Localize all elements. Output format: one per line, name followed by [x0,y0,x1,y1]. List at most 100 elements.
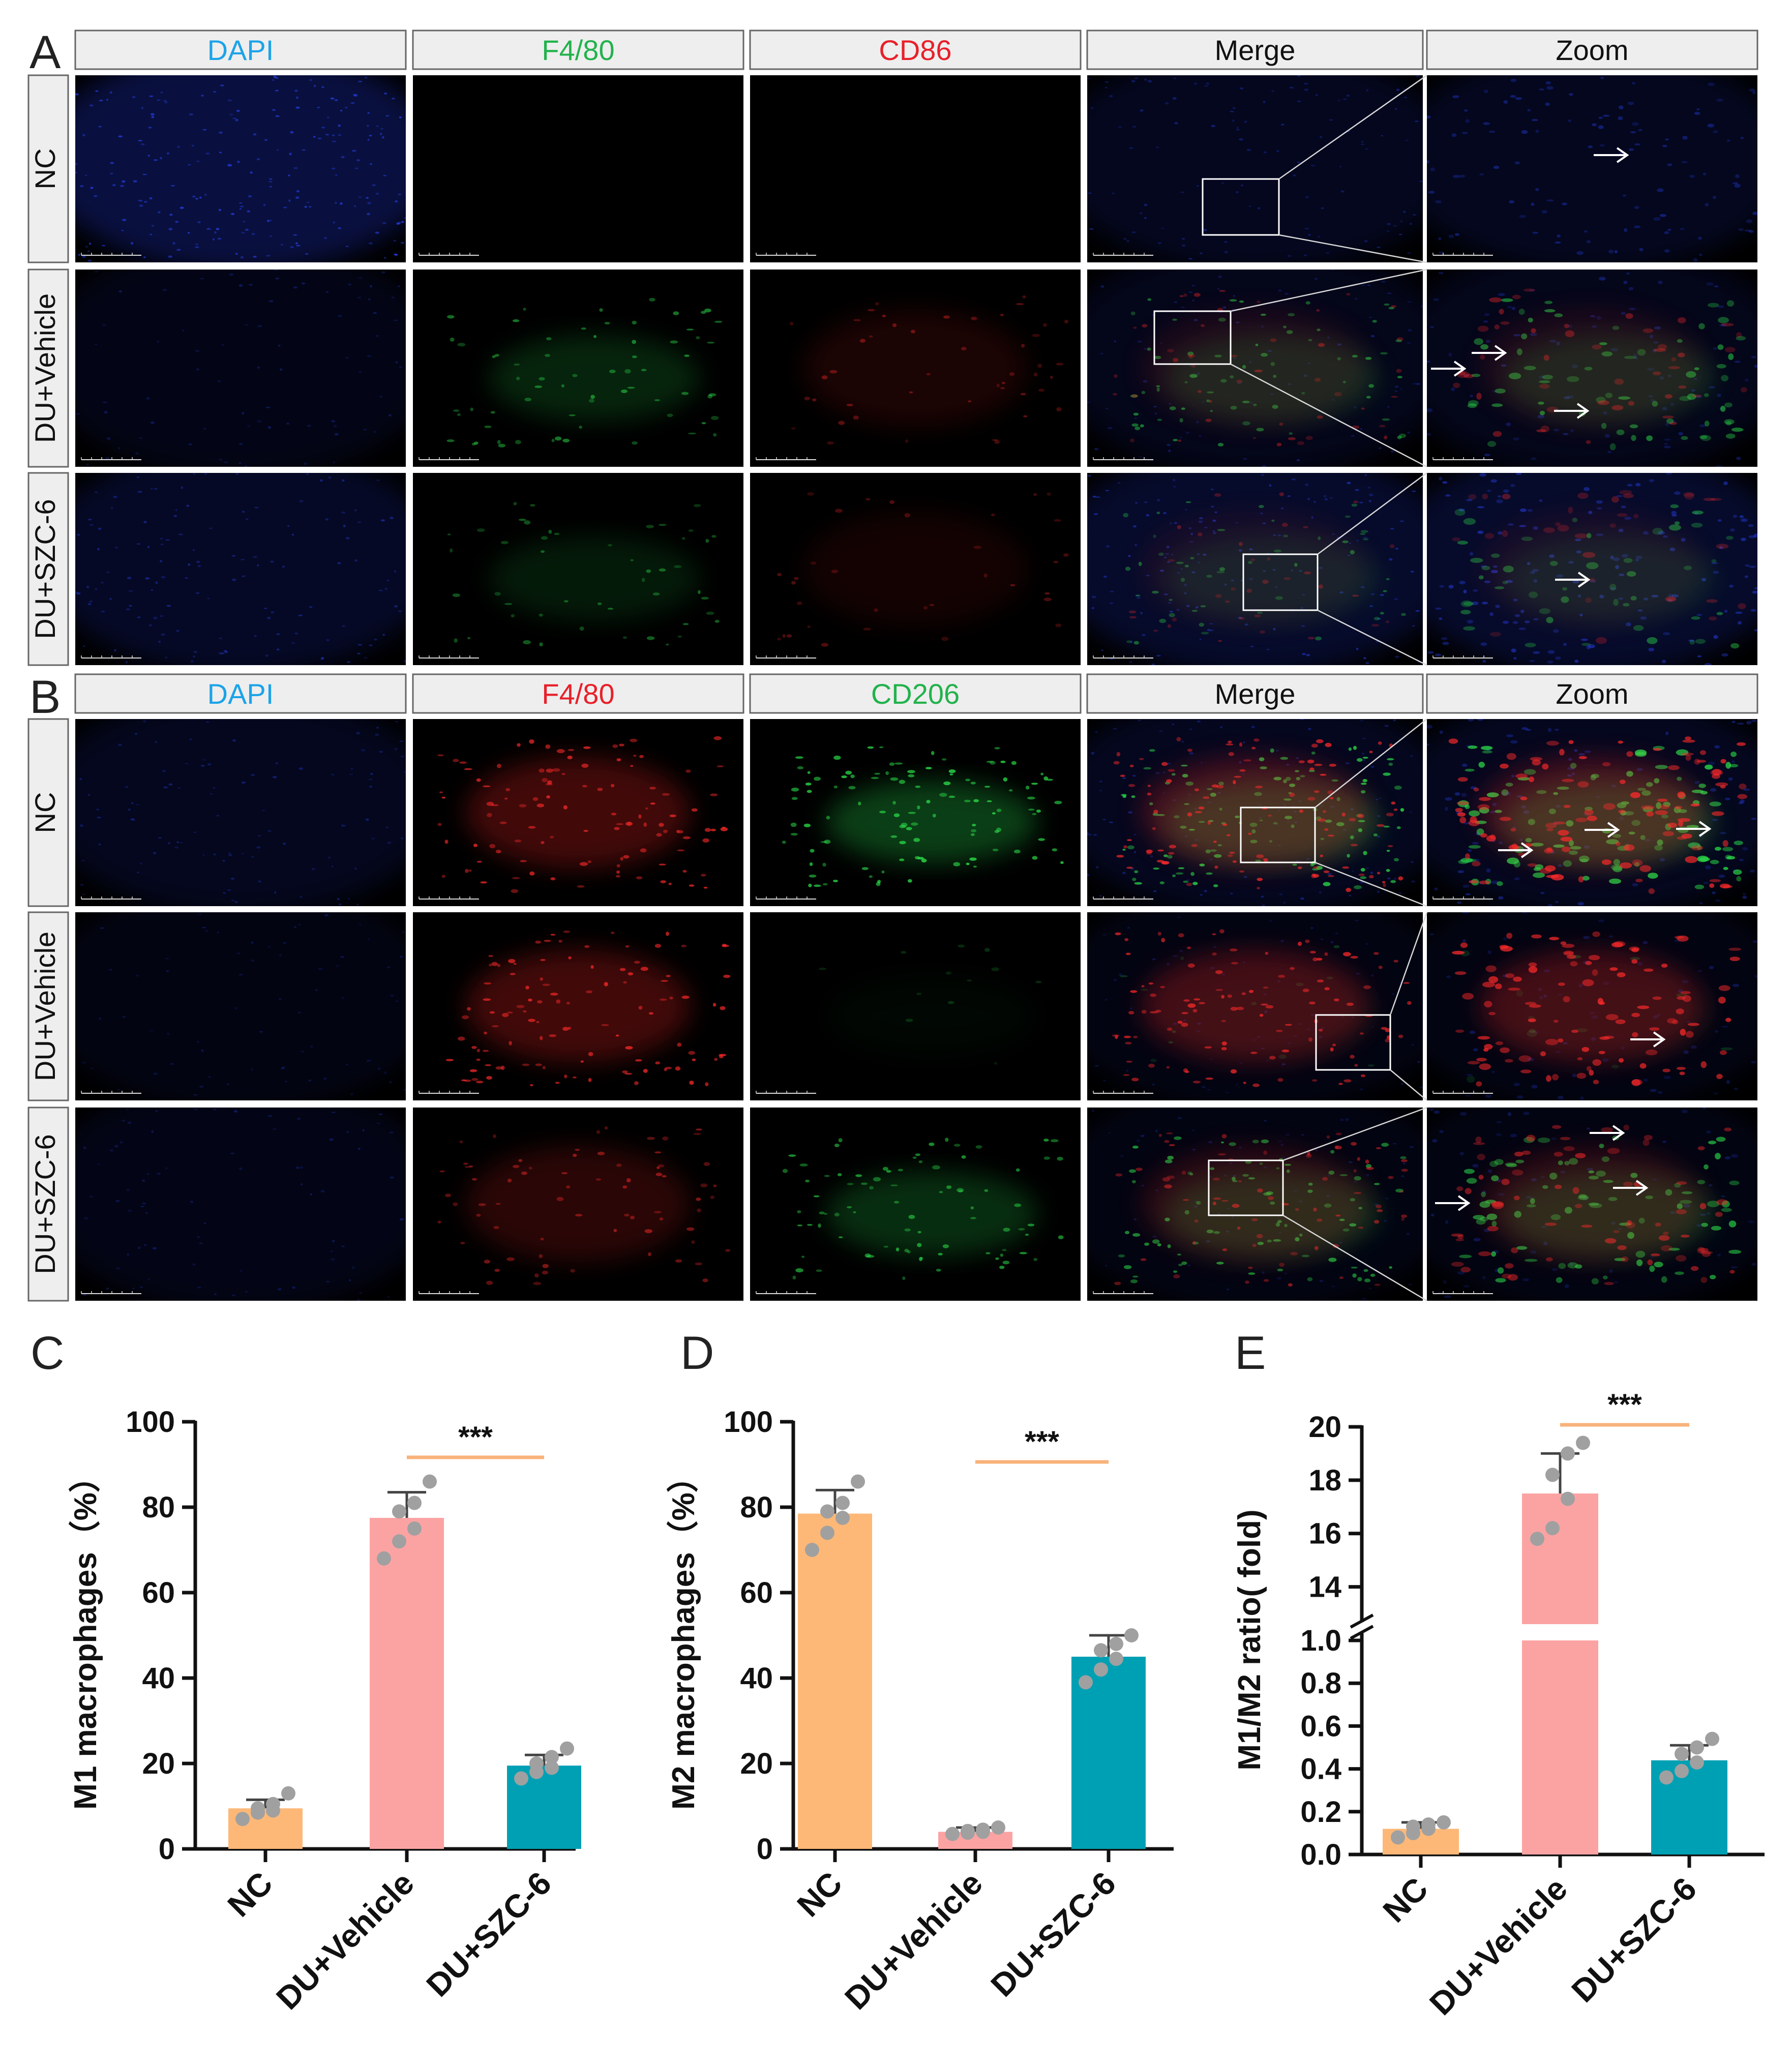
micrograph-b-row2-col5 [1427,912,1757,1100]
row-header-du-vehicle: DU+Vehicle [29,932,61,1081]
data-point [1705,1731,1719,1746]
zoom-guide-line [1278,234,1427,263]
micrograph-b-row1-col4 [1087,719,1423,906]
scale-bar [81,896,141,900]
scale-bar [756,457,816,460]
zoom-guide-line [1389,912,1428,1015]
significance-label: *** [458,1421,493,1454]
scale-bar [1432,655,1493,659]
scale-bar [1432,457,1493,460]
column-header-box [749,673,1082,714]
scale-bar [419,1291,479,1294]
y-tick-label: 0.0 [1300,1838,1341,1871]
data-point [1690,1740,1704,1755]
y-tick-label: 0.4 [1300,1753,1341,1786]
y-tick-label: 0 [159,1833,175,1866]
arrow-icon [1676,821,1712,837]
column-header-cd206: CD206 [871,678,960,710]
y-axis-label: M2 macrophages（%） [666,1461,701,1810]
micrograph-a-row3-col3 [750,473,1081,665]
micrograph-b-row1-col3 [750,719,1081,906]
micrograph-b-row3-col3 [750,1108,1081,1301]
y-tick-label: 18 [1308,1464,1341,1497]
data-point [820,1504,834,1519]
data-point [1659,1770,1674,1785]
row-header-nc: NC [29,148,61,190]
zoom-region-box [1240,806,1316,863]
data-point [820,1525,834,1540]
column-header-box [412,673,744,714]
data-point [407,1495,422,1510]
axis-break-mark [1350,1613,1374,1629]
row-header-du-szc-6: DU+SZC-6 [29,499,61,639]
panel-b-letter: B [29,671,61,723]
zoom-guide-line [1282,1214,1427,1302]
scale-bar [81,1091,141,1094]
row-header-box [27,1106,69,1302]
x-tick-label-nc: NC [221,1865,280,1924]
scale-bar [419,253,479,256]
x-tick-label-nc: NC [790,1865,849,1924]
scale-bar [756,1091,816,1094]
micrograph-a-row1-col1 [75,75,406,262]
zoom-guide-line [1230,268,1427,312]
data-point [805,1543,819,1557]
zoom-region-box [1202,178,1280,236]
axis-break-mark [1350,1625,1374,1640]
y-tick-label: 100 [724,1405,773,1439]
micrograph-b-row2-col2 [413,912,743,1100]
column-header-box [749,29,1082,70]
x-tick-label-du-vehicle: DU+Vehicle [838,1865,990,2017]
y-tick-label: 60 [142,1576,175,1609]
scale-bar [756,1291,816,1294]
zoom-guide-line [1315,719,1427,808]
arrow-icon [1431,361,1467,377]
micrograph-b-row3-col4 [1087,1108,1423,1301]
column-header-dapi: DAPI [207,678,274,710]
data-point [1094,1662,1108,1677]
x-tick-label-du-szc-6: DU+SZC-6 [1564,1870,1703,2009]
bar-du-vehicle [1522,1493,1598,1854]
panel-a: A DAPI F4/80 CD86 Merge Zoom NC DU+Vehicle DU+… [27,26,1758,666]
y-tick-label: 20 [1308,1411,1341,1444]
scale-bar [1432,253,1493,256]
micrograph-a-row3-col2 [413,473,743,665]
zoom-guide-line [1317,609,1427,666]
data-point [392,1534,406,1549]
data-point [1391,1830,1405,1845]
scale-bar [1432,896,1493,900]
column-header-f4-80: F4/80 [542,678,614,710]
micrograph-b-row3-col5 [1427,1108,1757,1301]
column-header-box [74,29,407,70]
data-point [235,1812,250,1827]
data-point [1109,1652,1123,1666]
scale-bar [419,655,479,659]
x-tick-label-nc: NC [1376,1870,1435,1929]
column-header-merge: Merge [1215,34,1296,66]
chart-c: 0 20 40 60 80 100 M1 macrophages（%） NCDU+Vehicl… [68,1405,581,2017]
data-point [1675,1763,1689,1778]
arrow-icon [1590,1125,1625,1141]
x-tick-label-du-szc-6: DU+SZC-6 [419,1865,558,2003]
y-tick-label: 20 [740,1747,773,1780]
zoom-region-box [1242,553,1319,611]
chart-e: 0.0 0.2 0.4 0.6 0.8 1.0 14 16 18 20 M1/M2 ratio( f… [1232,1388,1765,2022]
micrograph-a-row2-col2 [413,270,743,467]
data-point [1675,1747,1689,1761]
column-header-box [412,29,744,70]
column-header-dapi: DAPI [207,34,274,66]
data-point [1406,1819,1420,1834]
panel-d-letter: D [680,1327,714,1379]
data-point [1109,1636,1123,1651]
arrow-icon [1630,1031,1666,1048]
data-point [835,1495,850,1510]
micrograph-a-row2-col4 [1087,270,1423,467]
arrow-icon [1594,147,1629,163]
micrograph-a-row2-col5 [1427,270,1757,467]
micrograph-a-row3-col5 [1427,473,1757,665]
y-axis-label: M1/M2 ratio( fold) [1232,1509,1267,1770]
data-point [407,1521,422,1536]
scale-bar [419,1091,479,1094]
y-tick-label: 80 [142,1491,175,1524]
column-header-zoom: Zoom [1556,34,1628,66]
